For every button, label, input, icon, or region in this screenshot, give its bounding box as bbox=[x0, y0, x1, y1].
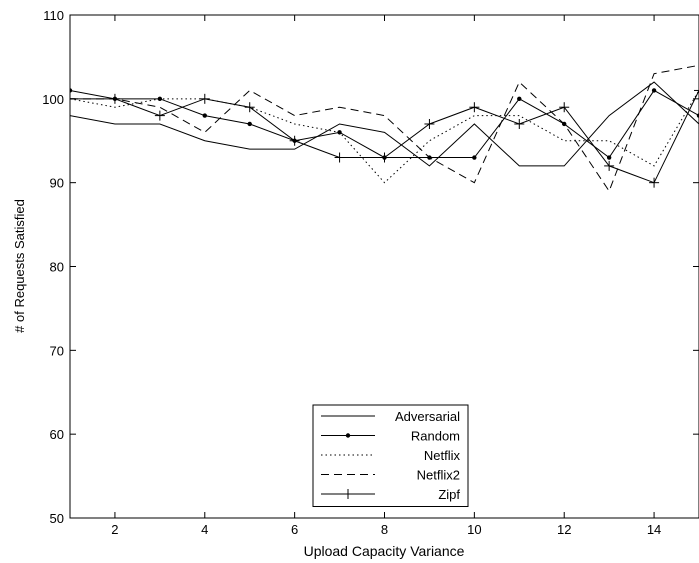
x-tick-label: 2 bbox=[111, 522, 118, 537]
legend-item-netflix2: Netflix2 bbox=[321, 468, 460, 483]
point-zipf-marker bbox=[469, 102, 480, 113]
x-tick-label: 12 bbox=[557, 522, 571, 537]
legend: Adversarial Random Netflix Netflix2 Zipf bbox=[312, 404, 469, 507]
y-tick-label: 50 bbox=[50, 511, 64, 526]
legend-box bbox=[312, 404, 469, 507]
point-zipf-marker bbox=[199, 93, 210, 104]
legend-zipf-marker bbox=[343, 489, 353, 499]
point-random-marker bbox=[472, 155, 477, 160]
point-zipf-marker bbox=[694, 85, 699, 96]
series-netflix bbox=[70, 90, 699, 184]
point-random-marker bbox=[696, 113, 699, 118]
point-zipf-marker bbox=[334, 152, 345, 163]
series-line-adversarial bbox=[70, 81, 699, 167]
y-tick-label: 90 bbox=[50, 176, 64, 191]
point-random-marker bbox=[517, 96, 522, 102]
x-tick-label: 8 bbox=[381, 522, 388, 537]
y-tick-label: 110 bbox=[43, 8, 64, 23]
series-zipf bbox=[70, 85, 699, 188]
y-axis-label: # of Requests Satisfied bbox=[12, 199, 27, 333]
point-zipf-marker bbox=[109, 93, 120, 104]
point-zipf-marker bbox=[289, 135, 300, 146]
point-zipf-marker bbox=[649, 177, 660, 188]
x-axis-label: Upload Capacity Variance bbox=[304, 543, 465, 559]
point-random-marker bbox=[651, 88, 657, 93]
point-zipf-marker bbox=[514, 118, 525, 129]
point-zipf-marker bbox=[604, 160, 615, 171]
point-zipf-marker bbox=[559, 102, 570, 113]
x-tick-label: 10 bbox=[467, 522, 481, 537]
legend-item-netflix: Netflix bbox=[321, 448, 460, 463]
x-tick-label: 4 bbox=[201, 522, 208, 537]
point-random-marker bbox=[70, 88, 73, 93]
series-line-netflix bbox=[70, 90, 699, 184]
point-zipf-marker bbox=[154, 110, 165, 121]
series-layer bbox=[70, 64, 699, 193]
legend-random-marker bbox=[345, 433, 351, 438]
series-adversarial bbox=[70, 81, 699, 167]
x-tick-label: 6 bbox=[291, 522, 298, 537]
point-zipf-marker bbox=[244, 102, 255, 113]
point-random-marker bbox=[202, 113, 207, 118]
legend-label: Random bbox=[411, 429, 460, 444]
series-line-netflix2 bbox=[70, 64, 699, 193]
point-random-marker bbox=[247, 121, 252, 127]
legend-label: Adversarial bbox=[395, 409, 460, 424]
series-netflix2 bbox=[70, 64, 699, 193]
y-tick-label: 60 bbox=[50, 427, 64, 442]
point-random-marker bbox=[606, 155, 612, 160]
legend-label: Netflix2 bbox=[417, 468, 460, 483]
point-zipf-marker bbox=[424, 118, 435, 129]
y-tick-label: 70 bbox=[50, 343, 64, 358]
legend-label: Netflix bbox=[424, 448, 461, 463]
x-tick-label: 14 bbox=[647, 522, 661, 537]
y-tick-label: 100 bbox=[42, 92, 64, 107]
point-zipf-marker bbox=[379, 152, 390, 163]
legend-item-zipf: Zipf bbox=[321, 487, 460, 502]
y-tick-label: 80 bbox=[50, 260, 64, 275]
axes-layer: 2 4 6 8 10 12 14 50 60 70 80 90 100 110 bbox=[42, 8, 699, 537]
legend-item-adversarial: Adversarial bbox=[321, 409, 460, 424]
legend-label: Zipf bbox=[438, 487, 460, 502]
legend-item-random: Random bbox=[321, 429, 460, 444]
